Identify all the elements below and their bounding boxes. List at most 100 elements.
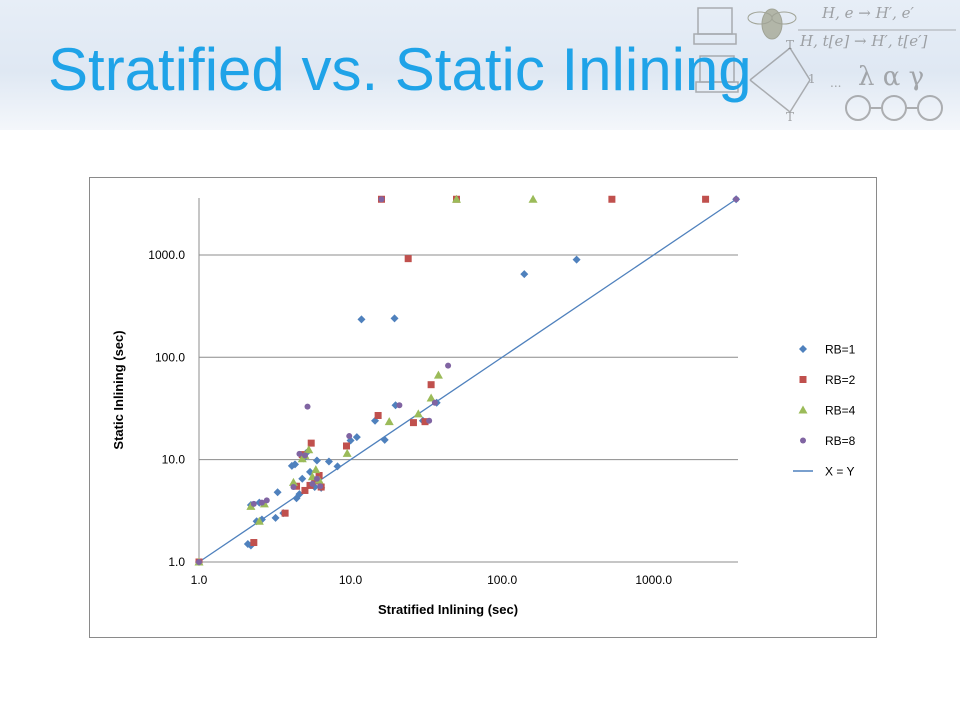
data-point-rb-1 [520,270,529,279]
data-point-rb-8 [431,399,438,406]
data-point-rb-8 [304,403,311,410]
data-point-rb-2 [409,419,417,427]
data-point-rb-1 [312,456,321,465]
data-point-rb-4 [288,477,298,486]
data-point-rb-1 [390,314,399,323]
data-point-rb-8 [317,483,324,490]
y-tick-label: 1000.0 [148,248,185,262]
decor-dots: ... [830,76,842,90]
legend-label: RB=1 [825,343,856,357]
legend-marker [799,345,807,353]
legend-label: RB=2 [825,373,856,387]
legend-item-x-y: X = Y [793,465,854,479]
data-point-rb-2 [421,418,429,426]
data-point-rb-4 [254,516,264,525]
data-point-rb-4 [311,465,321,474]
legend-item-rb-1: RB=1 [799,343,856,357]
legend-marker [799,376,807,383]
data-point-rb-8 [309,480,316,487]
x-tick-label: 100.0 [487,573,517,587]
data-point-rb-8 [445,362,452,369]
data-point-rb-4 [426,393,436,402]
data-point-rb-1 [271,513,280,522]
data-point-rb-2 [281,509,289,517]
data-point-rb-1 [324,457,333,466]
data-point-rb-4 [433,370,443,379]
data-point-rb-8 [396,402,403,409]
x-axis-title: Stratified Inlining (sec) [378,602,518,617]
decor-lattice-bottom: T [786,110,795,124]
state-machine-diagram [845,95,943,121]
legend-label: X = Y [825,465,854,479]
data-point-layer [194,194,741,566]
slide-title: Stratified vs. Static Inlining [48,36,752,103]
decor-lattice-top: T [786,38,795,52]
data-point-rb-4 [528,194,538,203]
legend-item-rb-2: RB=2 [799,373,856,387]
data-point-rb-8 [196,559,202,565]
data-point-rb-2 [315,472,323,480]
scatter-chart: 1.0 10.0 100.0 1000.0 1.0 10.0 100.0 1000.0 RB=… [111,194,856,617]
y-tick-label: 1.0 [168,555,185,569]
data-point-rb-8 [426,417,433,424]
data-point-rb-1 [572,255,581,264]
computer-icon [693,7,739,93]
x-tick-label: 1.0 [191,573,208,587]
data-point-rb-1 [380,435,389,444]
series-line-x-eq-y [198,198,737,563]
decorative-collage [693,7,956,121]
data-point-rb-4 [413,409,423,418]
data-point-rb-2 [250,539,258,547]
data-point-rb-8 [290,484,297,491]
data-point-rb-8 [250,500,257,507]
data-point-rb-1 [371,416,380,425]
data-point-rb-8 [301,452,308,459]
data-point-rb-2 [293,482,301,490]
y-tick-label: 10.0 [162,453,186,467]
legend-label: RB=4 [825,404,856,418]
data-point-rb-2 [301,486,309,494]
data-point-rb-2 [342,442,350,450]
data-point-rb-8 [263,497,270,504]
data-point-rb-2 [608,195,616,203]
x-tick-label: 1000.0 [635,573,672,587]
data-point-rb-8 [313,475,320,482]
data-point-rb-4 [304,445,314,454]
data-point-rb-8 [258,499,265,506]
tick-label-layer: 1.0 10.0 100.0 1000.0 1.0 10.0 100.0 1000.0 [148,248,672,587]
decor-lattice-mid: 1 [808,72,816,86]
data-point-rb-4 [342,448,352,457]
lattice-diagram [749,47,811,113]
data-point-rb-1 [352,433,361,442]
legend-marker [798,405,808,414]
data-point-rb-4 [451,194,461,203]
data-point-rb-1 [298,474,307,483]
data-point-rb-4 [246,501,256,510]
data-point-rb-8 [296,450,303,457]
data-point-rb-1 [357,315,366,324]
data-point-rb-2 [702,195,710,203]
axis-layer [198,198,738,563]
grid-layer [199,254,738,461]
data-point-rb-1 [333,462,342,471]
legend-label: RB=8 [825,434,856,448]
y-tick-label: 100.0 [155,350,185,364]
data-point-rb-8 [733,196,740,203]
y-axis-title: Static Inlining (sec) [111,330,126,449]
data-point-rb-1 [273,488,282,497]
data-point-rb-2 [374,411,382,419]
data-point-rb-1 [291,460,300,469]
decor-rule-bottom: H, t[e] → H′, t[e′] [800,32,928,50]
legend-marker [800,437,806,444]
chart-frame: 1.0 10.0 100.0 1000.0 1.0 10.0 100.0 1000.0 RB=… [89,177,877,638]
data-point-rb-2 [311,477,319,485]
data-point-rb-2 [427,381,435,389]
decor-rule-top: H, e → H′, e′ [822,4,914,22]
data-point-rb-8 [378,196,385,203]
insect-icon [747,8,797,40]
data-point-rb-4 [384,417,394,426]
data-point-rb-8 [346,433,353,440]
legend-item-rb-4: RB=4 [798,404,856,418]
data-point-rb-2 [307,439,315,447]
legend-item-rb-8: RB=8 [800,434,856,448]
